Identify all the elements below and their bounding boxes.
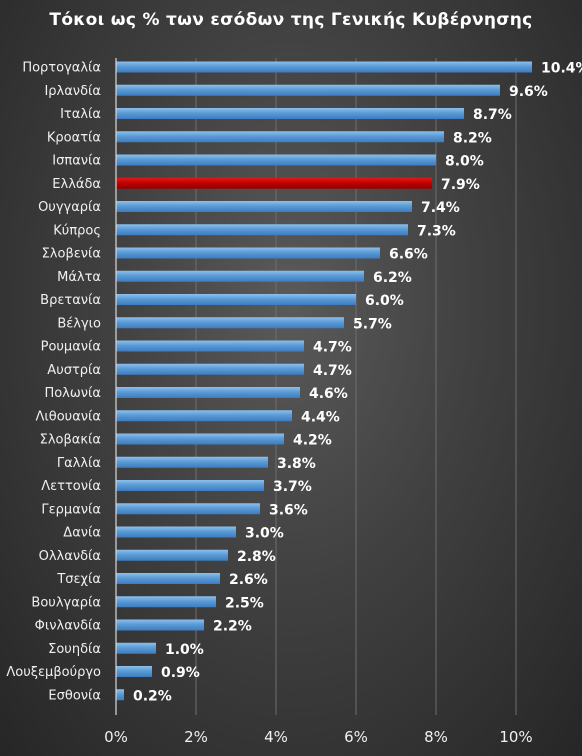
category-label: Ουγγαρία (38, 200, 101, 215)
category-label: Λεττονία (41, 479, 101, 494)
data-label: 3.0% (245, 526, 284, 542)
category-label: Σλοβακία (40, 433, 101, 448)
category-label: Γερμανία (41, 502, 101, 517)
data-label: 4.6% (309, 386, 348, 402)
data-label: 0.9% (161, 665, 200, 681)
data-label: 9.6% (509, 84, 548, 100)
data-label: 3.6% (269, 502, 308, 518)
category-label: Ελλάδα (52, 177, 101, 192)
bar (116, 270, 364, 282)
category-label: Λιθουανία (35, 409, 101, 424)
data-label: 1.0% (165, 642, 204, 658)
bar (116, 619, 204, 631)
bar (116, 201, 412, 212)
category-label: Αυστρία (47, 363, 101, 378)
data-label: 0.2% (133, 688, 172, 704)
category-label: Ρουμανία (41, 340, 101, 355)
category-label: Φινλανδία (35, 619, 101, 634)
data-label: 10.4% (541, 61, 582, 77)
bar (116, 61, 532, 73)
bar (116, 154, 436, 166)
category-label: Δανία (63, 526, 101, 541)
data-label: 8.0% (445, 154, 484, 170)
category-label: Τσεχία (56, 572, 101, 587)
category-label: Κροατία (47, 130, 101, 145)
bar (116, 526, 236, 538)
data-label: 7.3% (417, 223, 456, 239)
category-label: Βέλγιο (57, 316, 101, 331)
category-label: Ιρλανδία (44, 84, 101, 99)
bar (116, 689, 124, 701)
bar (116, 666, 152, 677)
data-label: 5.7% (353, 316, 392, 332)
bar (116, 549, 228, 561)
data-label: 2.2% (213, 619, 252, 635)
x-tick-label: 2% (184, 728, 208, 746)
data-label: 7.9% (441, 177, 480, 193)
category-label: Πολωνία (44, 386, 101, 401)
category-label: Σλοβενία (42, 247, 101, 262)
x-tick-label: 0% (104, 728, 128, 746)
category-label: Σουηδία (48, 642, 101, 657)
bar (116, 410, 292, 422)
bar (116, 108, 464, 119)
bar (116, 573, 220, 584)
category-label: Ιταλία (60, 107, 101, 122)
bar (116, 294, 356, 305)
data-label: 2.6% (229, 572, 268, 588)
bar (116, 317, 344, 329)
x-tick-label: 10% (499, 728, 532, 746)
data-label: 2.5% (225, 595, 264, 611)
bar (116, 433, 284, 445)
category-label: Εσθονία (48, 688, 101, 703)
category-label: Ολλανδία (39, 549, 101, 564)
data-label: 7.4% (421, 200, 460, 216)
data-label: 8.2% (453, 130, 492, 146)
x-tick-label: 8% (424, 728, 448, 746)
category-label: Λουξεμβούργο (6, 665, 101, 680)
x-tick-label: 6% (344, 728, 368, 746)
data-label: 2.8% (237, 549, 276, 565)
bar (116, 503, 260, 515)
bar (116, 224, 408, 236)
category-label: Πορτογαλία (22, 61, 101, 76)
bar (116, 340, 304, 352)
bar (116, 480, 264, 491)
data-label: 8.7% (473, 107, 512, 123)
category-label: Μάλτα (57, 270, 101, 285)
bar (116, 596, 216, 608)
category-label: Γαλλία (57, 456, 101, 471)
data-label: 4.2% (293, 433, 332, 449)
bar (116, 247, 380, 259)
data-label: 4.4% (301, 409, 340, 425)
category-label: Βουλγαρία (31, 595, 101, 610)
bar (116, 177, 432, 189)
data-label: 6.0% (365, 293, 404, 309)
bar (116, 642, 156, 654)
category-label: Ισπανία (52, 154, 101, 169)
data-label: 6.6% (389, 247, 428, 263)
bar (116, 84, 500, 96)
category-label: Βρετανία (40, 293, 101, 308)
bar (116, 387, 300, 398)
category-label: Κύπρος (53, 223, 101, 238)
bar (116, 131, 444, 143)
data-label: 3.8% (277, 456, 316, 472)
bar (116, 363, 304, 375)
chart-title: Τόκοι ως % των εσόδων της Γενικής Κυβέρν… (49, 10, 533, 30)
data-label: 3.7% (273, 479, 312, 495)
bar (116, 456, 268, 468)
data-label: 6.2% (373, 270, 412, 286)
data-label: 4.7% (313, 340, 352, 356)
x-tick-label: 4% (264, 728, 288, 746)
data-label: 4.7% (313, 363, 352, 379)
